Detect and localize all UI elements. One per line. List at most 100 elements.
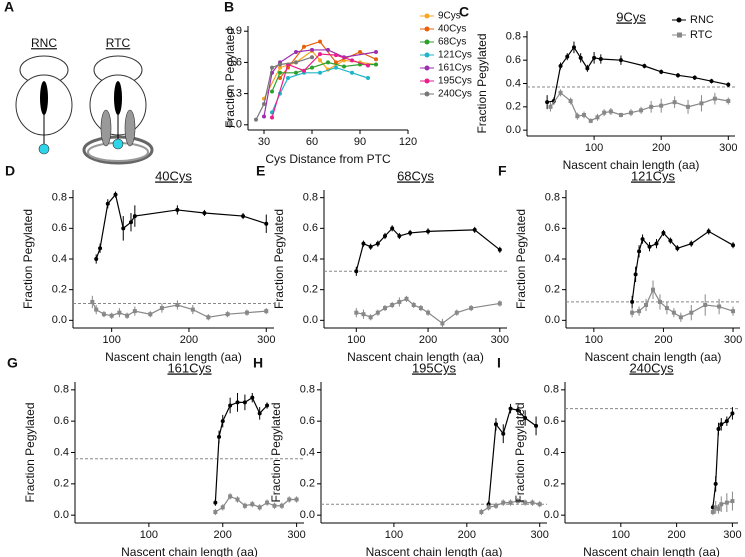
point xyxy=(709,79,714,84)
point xyxy=(716,427,721,431)
point xyxy=(661,230,666,235)
x-tick-label: 300 xyxy=(257,334,275,346)
point xyxy=(101,312,106,317)
point xyxy=(270,115,274,120)
point xyxy=(672,100,677,105)
point xyxy=(618,58,623,63)
point xyxy=(497,247,502,252)
point xyxy=(689,310,694,315)
point xyxy=(286,76,290,80)
chart-title: 195Cys xyxy=(412,360,457,375)
x-axis-label: Nascent chain length (aa) xyxy=(366,545,503,557)
x-tick-label: 300 xyxy=(491,334,509,346)
y-tick-label: 0.6 xyxy=(545,222,560,234)
point xyxy=(675,246,680,251)
point xyxy=(530,500,535,505)
y-tick-label: 0.8 xyxy=(303,192,318,204)
point xyxy=(493,422,498,427)
point xyxy=(595,115,600,120)
panel: 0.0 0.2 0.4 0.6 0.8 100 200 300 Fraction Pegylat… xyxy=(7,355,306,557)
point xyxy=(588,118,593,123)
y-tick-label: 0.6 xyxy=(54,415,69,427)
y-tick-label: 0.2 xyxy=(544,478,559,490)
y-tick-label: 0.8 xyxy=(300,384,315,396)
point xyxy=(235,400,240,405)
x-tick-label: 200 xyxy=(180,334,198,346)
point xyxy=(132,309,137,314)
point xyxy=(213,510,218,515)
legend-marker xyxy=(424,65,430,71)
y-tick-label: 0.2 xyxy=(300,478,315,490)
x-tick-label: 90 xyxy=(354,136,366,148)
point xyxy=(647,244,652,249)
point xyxy=(354,310,359,315)
translocon xyxy=(100,109,112,147)
y-axis-label: Fraction Pegylated xyxy=(272,209,286,309)
panel-label: D xyxy=(5,163,15,179)
point xyxy=(132,214,137,219)
point xyxy=(472,227,477,232)
point xyxy=(390,226,395,231)
point xyxy=(190,307,195,312)
point xyxy=(278,70,282,75)
y-tick-label: 0.0 xyxy=(227,119,242,131)
chart-title: 161Cys xyxy=(167,360,212,375)
point xyxy=(537,502,542,507)
legend-label: 195Cys xyxy=(438,76,472,87)
legend-label: 40Cys xyxy=(438,24,466,35)
point xyxy=(264,309,269,314)
y-tick-label: 0.6 xyxy=(52,222,67,234)
legend-label: RTC xyxy=(690,29,712,41)
series-line xyxy=(215,495,297,513)
nascent-chain xyxy=(40,81,48,115)
panel-label: F xyxy=(498,163,507,179)
panel-label: B xyxy=(224,0,234,15)
point xyxy=(121,226,126,231)
point xyxy=(404,296,409,301)
x-axis-label: Nascent chain length (aa) xyxy=(585,350,722,364)
x-tick-label: 100 xyxy=(102,334,120,346)
point xyxy=(493,503,498,508)
series-line xyxy=(271,61,376,92)
point xyxy=(244,310,249,315)
diagram-label: RNC xyxy=(31,36,57,50)
point xyxy=(534,423,539,428)
point xyxy=(125,313,130,318)
series-line xyxy=(95,193,267,260)
point xyxy=(630,310,635,315)
point xyxy=(374,62,378,67)
x-axis-label: Nascent chain length (aa) xyxy=(105,350,242,364)
y-tick-label: 0.0 xyxy=(52,314,67,326)
x-tick-label: 200 xyxy=(667,529,685,541)
point xyxy=(310,65,314,70)
point xyxy=(618,113,623,117)
point xyxy=(366,63,370,68)
x-axis-label: Nascent chain length (aa) xyxy=(121,545,258,557)
point xyxy=(128,220,133,225)
point xyxy=(294,60,298,65)
x-tick-label: 300 xyxy=(531,529,549,541)
y-tick-label: 0.6 xyxy=(544,415,559,427)
chart-title: 68Cys xyxy=(397,168,434,183)
point xyxy=(668,238,673,243)
point xyxy=(361,312,366,317)
point xyxy=(302,68,306,73)
y-tick-label: 0.6 xyxy=(227,56,242,68)
point xyxy=(689,241,694,246)
diagram: A RNC RTC xyxy=(4,0,154,165)
point xyxy=(358,50,362,54)
x-tick-label: 300 xyxy=(724,334,742,346)
x-axis-label: Nascent chain length (aa) xyxy=(583,545,720,557)
point xyxy=(265,500,270,505)
point xyxy=(719,502,724,507)
point xyxy=(671,310,676,315)
point xyxy=(724,419,729,424)
y-tick-label: 0.0 xyxy=(303,314,318,326)
point xyxy=(686,104,691,109)
point xyxy=(713,481,718,486)
point xyxy=(558,64,563,68)
legend-marker xyxy=(424,26,430,32)
point xyxy=(418,306,423,311)
point xyxy=(598,57,603,61)
